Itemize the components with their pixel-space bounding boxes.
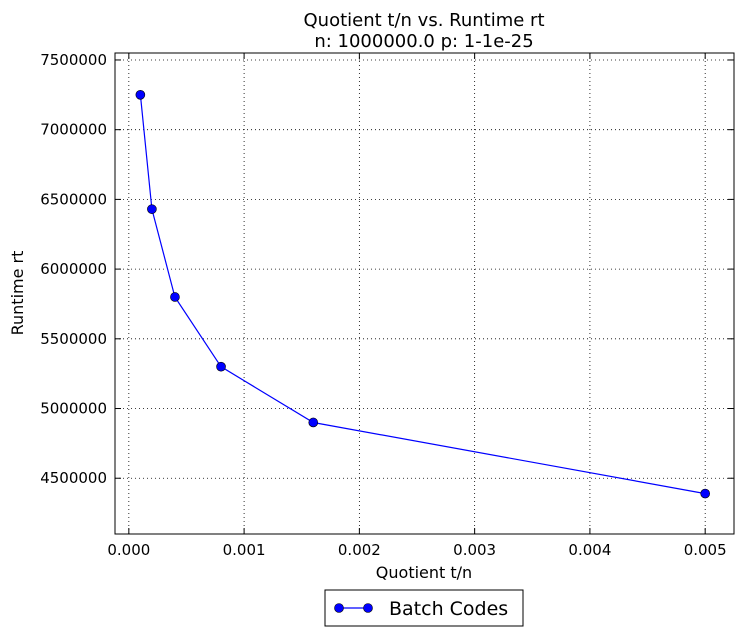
y-tick-label: 5500000 [40, 330, 107, 348]
legend-marker-left [334, 603, 344, 613]
x-tick-label: 0.004 [568, 541, 611, 559]
y-tick-label: 6000000 [40, 260, 107, 278]
legend: Batch Codes [324, 589, 524, 627]
x-tick-label: 0.001 [223, 541, 266, 559]
data-point [700, 488, 710, 499]
y-axis-label: Runtime rt [8, 251, 27, 336]
x-tick-label: 0.003 [453, 541, 496, 559]
x-tick-label: 0.000 [107, 541, 150, 559]
y-tick-label: 7000000 [40, 121, 107, 139]
data-point [147, 204, 157, 214]
x-tick-label: 0.002 [338, 541, 381, 559]
y-tick-label: 6500000 [40, 190, 107, 208]
y-tick-label: 4500000 [40, 469, 107, 487]
y-tick-label: 5000000 [40, 400, 107, 418]
grid [115, 53, 734, 534]
chart-title: Quotient t/n vs. Runtime rt [304, 10, 545, 31]
plot-series [135, 90, 710, 499]
x-axis-label: Quotient t/n [376, 563, 472, 582]
axis-ticks: 0.000 0.001 0.002 0.003 0.004 0.005 4500000 500… [40, 51, 734, 559]
legend-label: Batch Codes [389, 598, 508, 620]
y-tick-label: 7500000 [40, 51, 107, 69]
data-point [135, 90, 146, 100]
x-tick-label: 0.005 [684, 541, 727, 559]
series-line [139, 94, 706, 495]
legend-marker-right [363, 603, 373, 613]
data-point [308, 417, 319, 428]
chart-subtitle: n: 1000000.0 p: 1-1e-25 [314, 31, 533, 52]
plot-area-frame [114, 52, 735, 535]
data-point [170, 292, 180, 302]
data-point [216, 361, 226, 372]
